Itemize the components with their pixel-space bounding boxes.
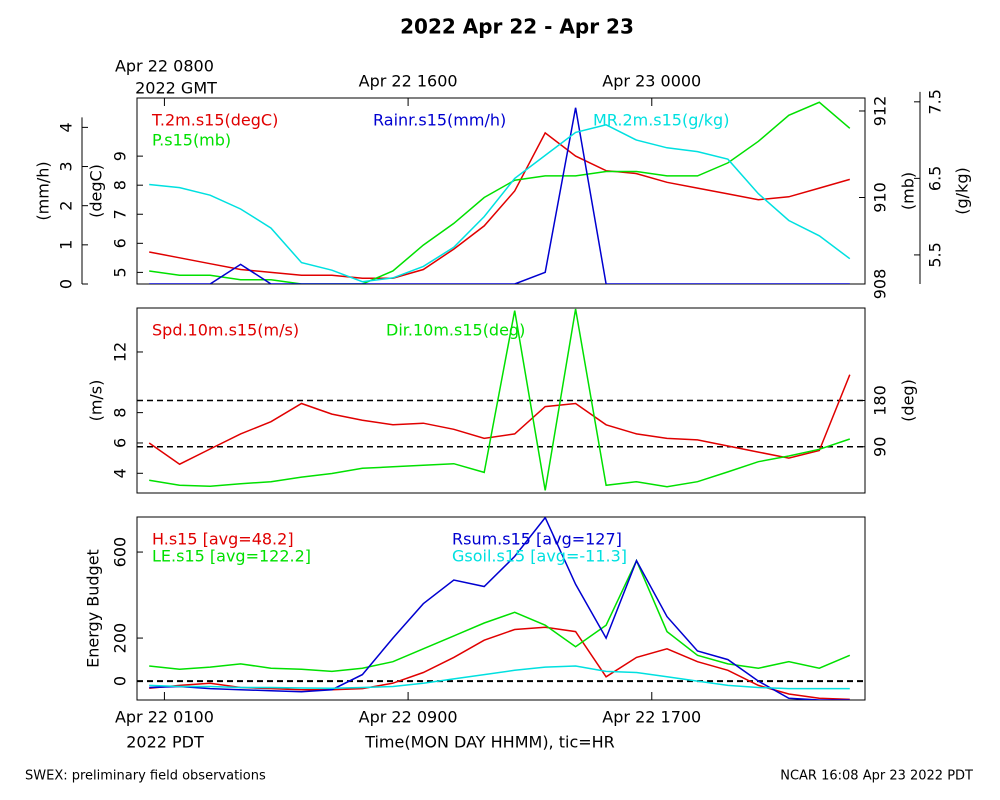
plot-frame: [136, 516, 866, 701]
data-line: [149, 131, 851, 279]
y-tick-label: 200: [111, 623, 130, 654]
y-axis-label: (mm/h): [34, 161, 53, 220]
x-sub-label: 2022 PDT: [126, 733, 204, 752]
footer-right: NCAR 16:08 Apr 23 2022 PDT: [780, 769, 973, 784]
y-tick-label: 90: [871, 437, 890, 457]
y-axis-label: (deg): [899, 379, 918, 422]
y-tick-label: 7.5: [926, 89, 945, 114]
y-tick-label: 0: [57, 279, 76, 289]
y-tick-label: 12: [111, 342, 130, 362]
x-tick-label: Apr 22 1700: [602, 708, 701, 727]
x2-sub-label: 2022 GMT: [135, 79, 217, 98]
x2-tick-label: Apr 22 1600: [359, 72, 458, 91]
y-tick-label: 910: [871, 182, 890, 213]
y-axis-label: Energy Budget: [84, 549, 103, 668]
y-tick-label: 1: [57, 240, 76, 250]
legend-label: Rainr.s15(mm/h): [373, 111, 506, 130]
y-tick-label: 5.5: [926, 242, 945, 267]
data-line: [149, 101, 851, 284]
legend-label: T.2m.s15(degC): [151, 111, 278, 130]
y-tick-label: 0: [111, 676, 130, 686]
x-tick-label: Apr 22 0900: [359, 708, 458, 727]
x-axis-label: Time(MON DAY HHMM), tic=HR: [364, 733, 615, 752]
data-line: [149, 558, 851, 673]
y-tick-label: 8: [111, 408, 130, 418]
legend-label: Gsoil.s15 [avg=-11.3]: [452, 547, 627, 566]
y-tick-label: 6: [111, 238, 130, 248]
y-tick-label: 6: [111, 438, 130, 448]
legend-label: LE.s15 [avg=122.2]: [152, 547, 311, 566]
data-line: [149, 308, 851, 491]
y-tick-label: 4: [57, 122, 76, 132]
legend-label: MR.2m.s15(g/kg): [593, 111, 729, 130]
y-tick-label: 600: [111, 537, 130, 568]
x2-tick-label: Apr 22 0800: [115, 57, 214, 76]
y-axis-label: (m/s): [87, 380, 106, 422]
y-tick-label: 2: [57, 201, 76, 211]
y-tick-label: 6.5: [926, 166, 945, 191]
y-tick-label: 9: [111, 151, 130, 161]
y-tick-label: 908: [871, 269, 890, 300]
y-axis-label: (mb): [899, 172, 918, 210]
x-tick-label: Apr 22 0100: [115, 708, 214, 727]
legend-label: Dir.10m.s15(deg): [386, 321, 525, 340]
legend-label: Rsum.s15 [avg=127]: [452, 530, 622, 549]
y-tick-label: 4: [111, 468, 130, 478]
data-line: [149, 107, 850, 284]
data-line: [149, 124, 851, 283]
legend-label: P.s15(mb): [152, 131, 231, 150]
y-tick-label: 8: [111, 180, 130, 190]
data-line: [149, 517, 850, 700]
legend-label: Spd.10m.s15(m/s): [152, 321, 299, 340]
x2-tick-label: Apr 23 0000: [602, 72, 701, 91]
y-tick-label: 5: [111, 267, 130, 277]
y-tick-label: 7: [111, 209, 130, 219]
y-axis-label: (degC): [87, 164, 106, 218]
y-tick-label: 180: [871, 385, 890, 416]
y-tick-label: 3: [57, 161, 76, 171]
y-tick-label: 912: [871, 96, 890, 127]
legend-label: H.s15 [avg=48.2]: [152, 530, 294, 549]
chart-title: 2022 Apr 22 - Apr 23: [400, 15, 634, 39]
data-line: [149, 626, 850, 700]
data-line: [149, 665, 850, 690]
footer-left: SWEX: preliminary field observations: [25, 769, 266, 784]
y-axis-label: (g/kg): [953, 167, 972, 214]
data-line: [148, 374, 851, 466]
